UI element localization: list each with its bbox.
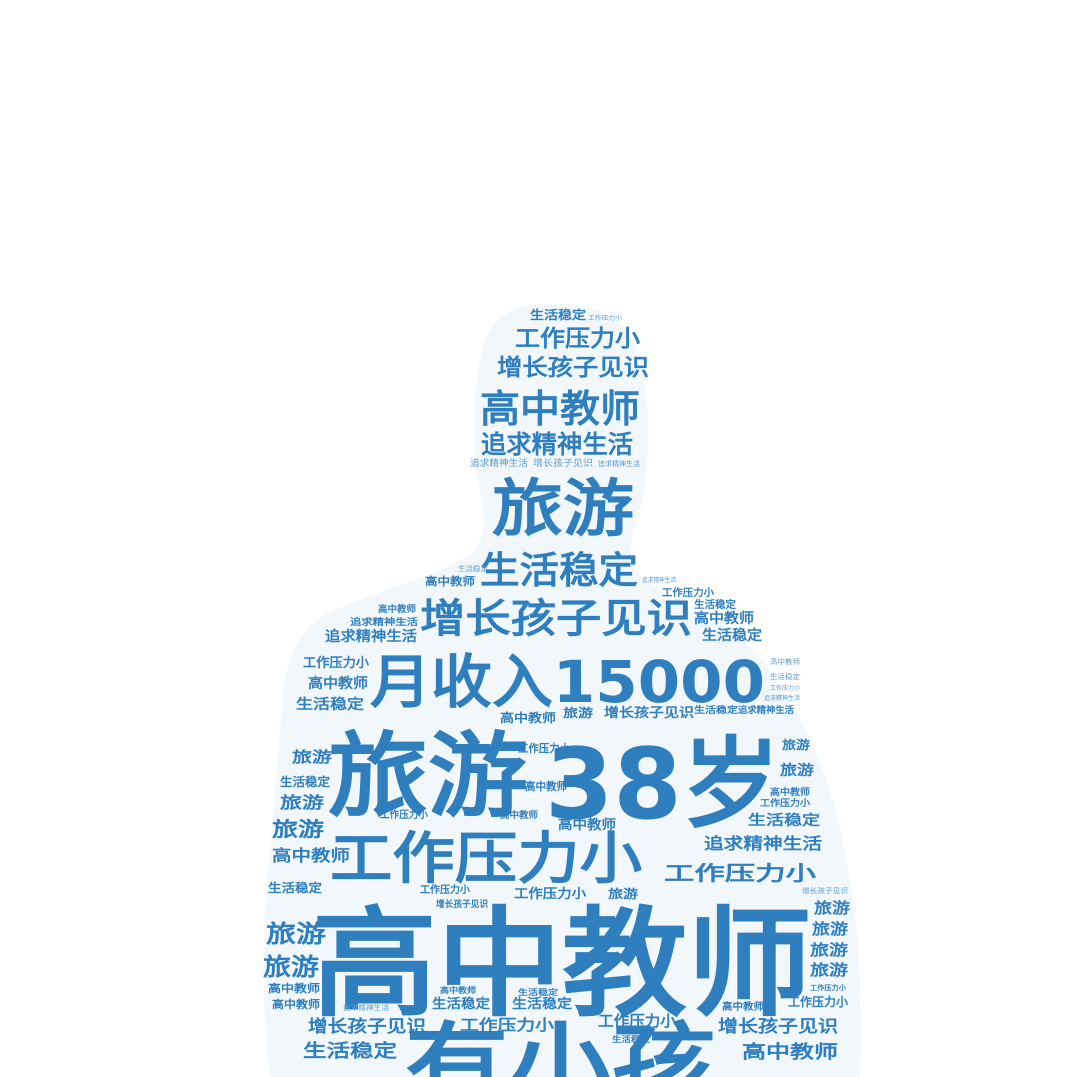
word-stable-life-m13: 生活稳定 [432, 996, 490, 1012]
person-silhouette [263, 305, 861, 1077]
word-stable-life-s7: 生活稳定 [702, 627, 762, 644]
word-spiritual-life-head: 追求精神生活 [481, 430, 633, 459]
word-high-school-teacher-s6: 高中教师 [694, 610, 754, 627]
word-high-school-teacher-l5: 高中教师 [308, 675, 368, 692]
word-high-school-teacher-r9: 高中教师 [770, 786, 810, 798]
word-low-work-pressure-m6: 工作压力小 [380, 808, 428, 821]
word-stable-life-mid: 生活稳定 [480, 549, 638, 592]
word-low-work-pressure-r10: 工作压力小 [760, 797, 810, 809]
word-high-school-teacher-m16: 高中教师 [440, 985, 476, 995]
word-high-school-teacher-m1: 高中教师 [500, 710, 556, 725]
word-broaden-child-horizons-head: 增长孩子见识 [497, 354, 649, 381]
word-travel-r17: 旅游 [810, 941, 848, 959]
word-broaden-child-r22: 增长孩子见识 [718, 1016, 838, 1037]
word-travel-head: 旅游 [492, 472, 634, 545]
word-low-work-pressure-m4: 工作压力小 [518, 741, 570, 755]
word-broaden-child-tiny-1: 增长孩子见识 [533, 457, 593, 469]
word-stable-life-s5: 生活稳定 [694, 598, 736, 611]
word-high-school-teacher-l16: 高中教师 [272, 997, 320, 1011]
word-stable-life-r11: 生活稳定 [748, 812, 820, 829]
word-stable-life-s2: 生活稳定 [458, 564, 488, 573]
word-stable-life-top: 生活稳定 [530, 307, 586, 322]
word-stable-life-r2: 生活稳定 [770, 672, 800, 681]
word-travel-l10: 旅游 [272, 817, 324, 841]
word-high-school-teacher-r20: 高中教师 [722, 1000, 764, 1013]
word-stable-life-l8: 生活稳定 [280, 774, 330, 789]
word-low-work-pressure-large: 工作压力小 [330, 827, 642, 892]
word-travel-r15: 旅游 [814, 899, 850, 917]
word-low-work-pressure-m10: 工作压力小 [514, 886, 586, 902]
word-low-work-pressure-r13: 工作压力小 [664, 861, 816, 885]
word-spiritual-life-r6: 追求精神生活 [738, 704, 794, 716]
word-low-work-pressure-m17: 工作压力小 [460, 1016, 554, 1034]
word-high-school-teacher-l11: 高中教师 [272, 846, 350, 865]
word-stable-life-l12: 生活稳定 [268, 880, 322, 895]
word-high-school-teacher-m7: 高中教师 [500, 809, 538, 821]
word-low-work-pressure-r3: 工作压力小 [770, 684, 800, 692]
word-high-school-teacher-l1: 高中教师 [378, 603, 416, 615]
word-low-work-pressure-m18: 工作压力小 [598, 1012, 676, 1030]
word-travel-m11: 旅游 [608, 886, 638, 901]
word-spiritual-life-m19: 追求精神生活 [343, 1003, 389, 1012]
word-high-school-teacher-r23: 高中教师 [742, 1041, 838, 1063]
word-travel-l9: 旅游 [280, 793, 324, 812]
word-stable-life-r24: 生活稳定 [612, 1034, 650, 1044]
word-high-school-teacher-r1: 高中教师 [770, 657, 800, 666]
word-spiritual-life-tiny-2: 追求精神生活 [598, 459, 640, 468]
word-stable-life-m14: 生活稳定 [512, 996, 572, 1012]
word-broaden-child-r14: 增长孩子见识 [802, 886, 848, 895]
word-spiritual-life-l3: 追求精神生活 [325, 628, 417, 645]
word-high-school-teacher-large: 高中教师 [312, 895, 812, 1033]
word-spiritual-life-r12: 追求精神生活 [704, 834, 822, 853]
word-high-school-teacher-m5: 高中教师 [525, 779, 567, 793]
word-travel-l14: 旅游 [263, 953, 319, 981]
word-stable-life-l6: 生活稳定 [296, 696, 364, 713]
word-spiritual-life-l2: 追求精神生活 [350, 616, 418, 628]
word-low-work-pressure-m9: 工作压力小 [420, 883, 470, 896]
word-high-school-teacher-s1: 高中教师 [425, 574, 475, 588]
word-high-school-teacher-l15: 高中教师 [268, 981, 320, 995]
word-age-38: 38岁 [545, 728, 780, 842]
word-travel-r7: 旅游 [782, 737, 810, 752]
word-has-child: 有小孩 [405, 1013, 715, 1077]
word-high-school-teacher-head: 高中教师 [480, 387, 640, 431]
word-stable-life-l18: 生活稳定 [303, 1040, 397, 1062]
word-travel-m2: 旅游 [563, 705, 593, 720]
word-broaden-child-m12: 增长孩子见识 [436, 898, 488, 910]
word-broaden-child-horizons-mid: 增长孩子见识 [420, 596, 692, 642]
word-travel-r18: 旅游 [810, 961, 848, 979]
word-travel-large: 旅游 [328, 723, 528, 830]
word-high-school-teacher-m8: 高中教师 [558, 817, 616, 833]
word-spiritual-life-tiny-1: 追求精神生活 [470, 457, 528, 469]
word-travel-l13: 旅游 [266, 920, 326, 948]
word-spiritual-life-r4: 追求精神生活 [764, 694, 800, 702]
word-monthly-income: 月收入15000 [370, 648, 765, 716]
word-low-work-pressure-l4: 工作压力小 [303, 655, 369, 671]
word-travel-r16: 旅游 [812, 920, 848, 938]
word-low-work-pressure-s3: 工作压力小 [662, 586, 714, 599]
word-broaden-child-m3: 增长孩子见识 [604, 705, 694, 721]
word-travel-r8: 旅游 [780, 762, 814, 779]
word-low-work-pressure-head: 工作压力小 [515, 326, 640, 352]
word-low-work-pressure-tiny-top: 工作压力小 [588, 314, 622, 322]
word-low-work-pressure-r21: 工作压力小 [788, 994, 848, 1009]
word-travel-l7: 旅游 [292, 748, 332, 766]
word-stable-life-r5: 生活稳定 [694, 704, 739, 716]
word-low-work-pressure-r19: 工作压力小 [810, 983, 846, 992]
word-spiritual-life-s4: 追求精神生活 [642, 576, 676, 584]
word-stable-life-m15: 生活稳定 [518, 987, 558, 997]
word-broaden-child-l17: 增长孩子见识 [308, 1016, 426, 1037]
